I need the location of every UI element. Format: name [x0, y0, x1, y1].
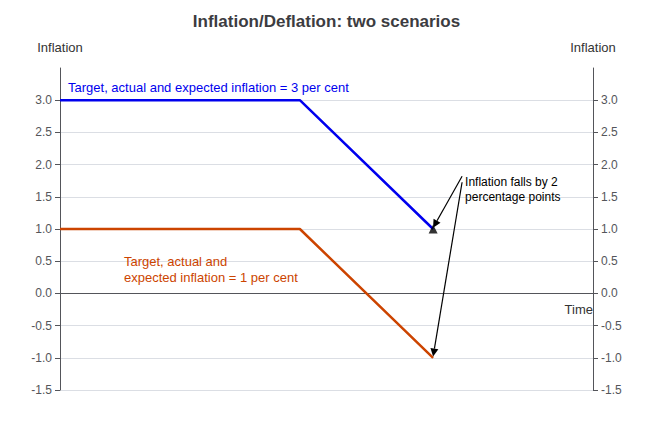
svg-text:0.5: 0.5	[35, 254, 52, 268]
svg-text:1.0: 1.0	[35, 222, 52, 236]
svg-text:3.0: 3.0	[35, 93, 52, 107]
svg-text:2.0: 2.0	[35, 158, 52, 172]
svg-text:1.5: 1.5	[35, 190, 52, 204]
svg-text:Inflation/Deflation: two scena: Inflation/Deflation: two scenarios	[193, 12, 460, 31]
svg-text:-1.5: -1.5	[601, 383, 622, 397]
svg-text:percentage points: percentage points	[465, 190, 560, 204]
svg-text:2.0: 2.0	[601, 158, 618, 172]
svg-text:0.0: 0.0	[601, 286, 618, 300]
svg-text:-1.0: -1.0	[31, 351, 52, 365]
svg-text:-0.5: -0.5	[31, 319, 52, 333]
svg-text:0.5: 0.5	[601, 254, 618, 268]
svg-text:2.5: 2.5	[35, 125, 52, 139]
svg-text:expected inflation = 1 per cen: expected inflation = 1 per cent	[124, 270, 298, 285]
svg-text:1.0: 1.0	[601, 222, 618, 236]
svg-text:Inflation: Inflation	[37, 40, 83, 55]
svg-text:0.0: 0.0	[35, 286, 52, 300]
svg-text:Target, actual and expected in: Target, actual and expected inflation = …	[68, 80, 349, 95]
svg-text:-1.0: -1.0	[601, 351, 622, 365]
svg-text:3.0: 3.0	[601, 93, 618, 107]
svg-text:Inflation: Inflation	[570, 40, 616, 55]
svg-text:2.5: 2.5	[601, 125, 618, 139]
svg-text:Time: Time	[565, 302, 593, 317]
svg-text:1.5: 1.5	[601, 190, 618, 204]
svg-text:Inflation falls by 2: Inflation falls by 2	[465, 175, 558, 189]
svg-text:Target, actual and: Target, actual and	[124, 254, 227, 269]
svg-text:-0.5: -0.5	[601, 319, 622, 333]
svg-text:-1.5: -1.5	[31, 383, 52, 397]
